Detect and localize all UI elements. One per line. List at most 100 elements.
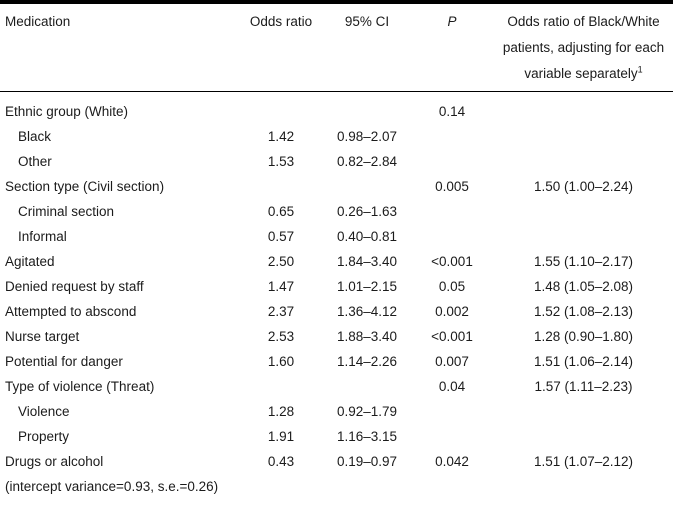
table-header-row: Medication Odds ratio 95% CI P Odds rati… [0,4,673,92]
table-row: Denied request by staff 1.47 1.01–2.15 0.05… [0,274,673,299]
p-value [410,224,494,249]
odds-ratio-value: 2.50 [267,254,295,269]
odds-ratio-value: 0.57 [267,229,295,244]
or-black-white-value: 1.55 (1.10–2.17) [533,254,634,269]
table-row: Drugs or alcohol 0.43 0.19–0.97 0.042 1.51 (… [0,449,673,474]
p-value: <0.001 [431,329,473,344]
or-black-white-value [494,424,673,449]
ci-95-value: 1.84–3.40 [336,254,398,269]
or-black-white-value: 1.51 (1.06–2.14) [533,354,634,369]
p-value [410,424,494,449]
p-value [410,474,494,499]
table-row: Informal 0.57 0.40–0.81 [0,224,673,249]
table-body: Ethnic group (White) 0.14 Black 1.42 0.98–2.… [0,92,673,508]
p-value: 0.007 [435,354,469,369]
ci-95-value [324,374,410,399]
or-black-white-value: 1.51 (1.07–2.12) [533,454,634,469]
odds-ratio-value: 1.47 [267,279,295,294]
ci-95-value: 1.88–3.40 [336,329,398,344]
col-header-p-value: P [447,14,457,29]
table-row: Type of violence (Threat) 0.04 1.57 (1.11–… [0,374,673,399]
p-value: <0.001 [431,254,473,269]
odds-ratio-value: 0.65 [267,204,295,219]
ci-95-value [324,474,410,499]
row-label: Type of violence (Threat) [5,379,155,394]
odds-ratio-value: 1.28 [267,404,295,419]
row-label: Other [18,154,52,169]
p-value: 0.002 [435,304,469,319]
table-row: Other 1.53 0.82–2.84 [0,149,673,174]
row-label: (intercept variance=0.93, s.e.=0.26) [5,479,219,494]
ci-95-value: 1.01–2.15 [336,279,398,294]
table-row: Nurse target 2.53 1.88–3.40 <0.001 1.28 (0.9… [0,324,673,349]
row-label: Criminal section [18,204,115,219]
table-row: Attempted to abscond 2.37 1.36–4.12 0.002 1.… [0,299,673,324]
odds-ratio-value [238,374,324,399]
ci-95-value: 0.98–2.07 [336,129,398,144]
table-row: Agitated 2.50 1.84–3.40 <0.001 1.55 (1.10–2.… [0,249,673,274]
odds-ratio-value: 1.53 [267,154,295,169]
or-black-white-value: 1.48 (1.05–2.08) [533,279,634,294]
col-header-odds-ratio: Odds ratio [249,14,313,29]
p-value: 0.04 [438,379,466,394]
odds-ratio-value: 2.37 [267,304,295,319]
footnote-marker: 1 [637,64,643,75]
odds-ratio-value: 1.42 [267,129,295,144]
col-header-or-black-white: Odds ratio of Black/White patients, adju… [494,9,673,87]
or-black-white-value [494,399,673,424]
or-black-white-value [494,124,673,149]
or-black-white-value: 1.52 (1.08–2.13) [533,304,634,319]
p-value: 0.005 [435,179,469,194]
odds-ratio-value: 1.91 [267,429,295,444]
p-value: 0.14 [438,104,466,119]
odds-ratio-value [238,474,324,499]
ci-95-value: 0.40–0.81 [336,229,398,244]
ci-95-value: 0.26–1.63 [336,204,398,219]
or-black-white-value: 1.57 (1.11–2.23) [534,379,633,394]
p-value [410,149,494,174]
row-label: Ethnic group (White) [5,104,129,119]
table-row: Criminal section 0.65 0.26–1.63 [0,199,673,224]
ci-95-value: 0.82–2.84 [336,154,398,169]
or-bw-header-line-2: patients, adjusting for each [502,40,665,55]
p-value [410,124,494,149]
row-label: Attempted to abscond [5,304,137,319]
table-row: Potential for danger 1.60 1.14–2.26 0.007 1.… [0,349,673,374]
ci-95-value [324,174,410,199]
ci-95-value: 0.19–0.97 [336,454,398,469]
row-label: Informal [18,229,67,244]
table-row: Violence 1.28 0.92–1.79 [0,399,673,424]
col-header-95ci: 95% CI [344,14,390,29]
table-row: (intercept variance=0.93, s.e.=0.26) [0,474,673,499]
or-black-white-value: 1.28 (0.90–1.80) [533,329,634,344]
odds-ratio-value: 0.43 [267,454,295,469]
or-black-white-value [494,224,673,249]
or-black-white-value: 1.50 (1.00–2.24) [533,179,634,194]
row-label: Nurse target [5,329,80,344]
table-row: Ethnic group (White) 0.14 [0,99,673,124]
or-bw-header-line-3: variable separately1 [524,64,643,81]
or-black-white-value [494,474,673,499]
odds-ratio-value [238,174,324,199]
row-label: Drugs or alcohol [5,454,104,469]
ci-95-value: 1.16–3.15 [336,429,398,444]
p-value: 0.05 [438,279,466,294]
odds-ratio-value: 1.60 [267,354,295,369]
row-label: Property [18,429,70,444]
row-label: Potential for danger [5,354,123,369]
row-label: Violence [18,404,70,419]
table-row: Section type (Civil section) 0.005 1.50 (1… [0,174,673,199]
table-row: Property 1.91 1.16–3.15 [0,424,673,449]
or-bw-header-line-1: Odds ratio of Black/White [507,14,660,29]
or-black-white-value [494,99,673,124]
p-value [410,399,494,424]
row-label: Denied request by staff [5,279,144,294]
ci-95-value: 1.36–4.12 [336,304,398,319]
p-value: 0.042 [435,454,469,469]
or-black-white-value [494,149,673,174]
row-label: Agitated [5,254,55,269]
col-header-medication: Medication [5,14,71,29]
or-black-white-value [494,199,673,224]
